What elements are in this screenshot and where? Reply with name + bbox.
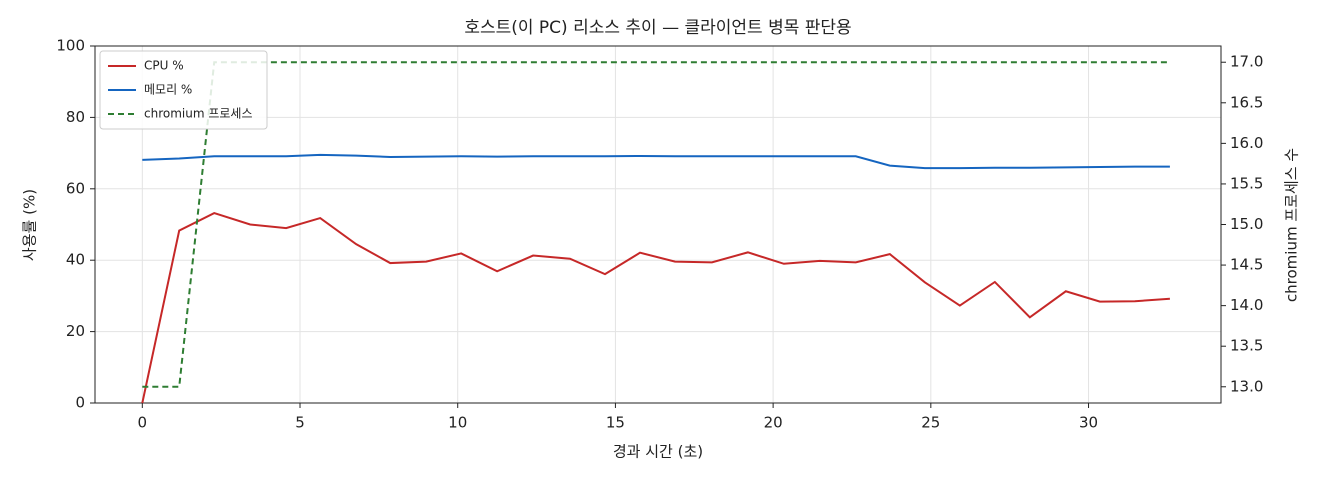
x-tick-label: 10: [448, 414, 467, 432]
y-tick-label: 60: [66, 179, 85, 197]
chart-title: 호스트(이 PC) 리소스 추이 — 클라이언트 병목 판단용: [464, 18, 851, 38]
y2-tick-label: 15.5: [1230, 174, 1263, 192]
legend: CPU % 메모리 % chromium 프로세스: [99, 50, 268, 130]
y2-tick-label: 14.5: [1230, 256, 1263, 274]
y2-tick-label: 14.0: [1230, 296, 1263, 314]
series-line: [141, 212, 1170, 404]
x-tick-label: 30: [1079, 414, 1098, 432]
y-tick-label: 80: [66, 108, 85, 126]
y-tick-label: 0: [75, 394, 85, 412]
plot-frame: [94, 45, 1222, 404]
y2-axis-label: chromium 프로세스 수: [1283, 148, 1301, 302]
y-axis-label: 사용률 (%): [21, 189, 39, 261]
x-tick-label: 20: [764, 414, 783, 432]
y-tick-label: 40: [66, 251, 85, 269]
legend-label: chromium 프로세스: [144, 107, 253, 121]
x-axis-label: 경과 시간 (초): [613, 443, 703, 461]
series-line: [142, 153, 1170, 170]
y2-tick-label: 16.5: [1230, 93, 1263, 111]
y2-tick-label: 13.0: [1230, 377, 1263, 395]
y2-tick-label: 16.0: [1230, 134, 1263, 152]
legend-label: 메모리 %: [144, 83, 192, 97]
x-tick-label: 25: [921, 414, 940, 432]
y2-tick-label: 17.0: [1230, 53, 1263, 71]
x-tick-label: 5: [295, 414, 305, 432]
legend-label: CPU %: [144, 59, 184, 73]
x-tick-label: 0: [138, 414, 148, 432]
series-line: [142, 61, 1170, 388]
legend-box: [99, 50, 268, 130]
x-tick-label: 15: [606, 414, 625, 432]
y-tick-label: 100: [56, 37, 85, 55]
y2-tick-label: 15.0: [1230, 215, 1263, 233]
y-tick-label: 20: [66, 322, 85, 340]
y2-tick-label: 13.5: [1230, 337, 1263, 355]
